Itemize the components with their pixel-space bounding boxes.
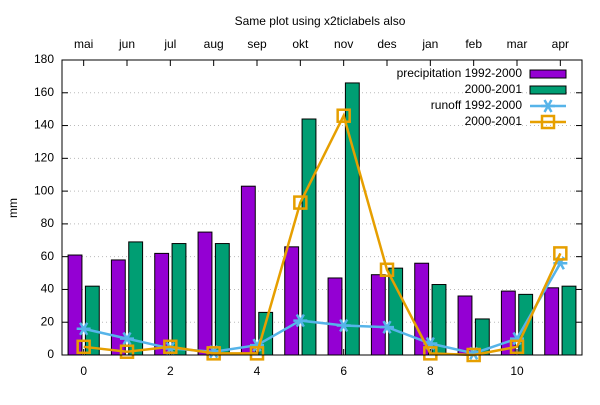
- x-tick-label: 6: [340, 364, 347, 378]
- bar: [197, 231, 213, 356]
- legend-swatch: [529, 85, 567, 95]
- bar: [327, 277, 343, 356]
- marker: [76, 322, 91, 336]
- y-tick-label: 0: [47, 347, 54, 361]
- legend-label: 2000-2001: [465, 114, 523, 128]
- x2-tick-label: des: [377, 37, 396, 51]
- x-tick-label: 10: [510, 364, 524, 378]
- marker: [163, 341, 178, 356]
- y-tick-label: 160: [34, 85, 54, 99]
- marker: [250, 338, 264, 352]
- marker: [379, 262, 395, 278]
- y-axis-label: mm: [6, 198, 20, 218]
- x2-tick-label: apr: [552, 37, 569, 51]
- x2-tick-label: jan: [421, 37, 438, 51]
- x-tick-label: 8: [427, 364, 434, 378]
- marker: [553, 256, 568, 270]
- marker: [336, 108, 351, 123]
- marker: [380, 320, 394, 334]
- x2-tick-label: jul: [163, 37, 176, 51]
- bar: [388, 267, 404, 356]
- bar: [110, 259, 126, 356]
- bar: [284, 246, 300, 356]
- marker: [249, 346, 265, 361]
- x2-tick-label: aug: [204, 37, 224, 51]
- chart-title: Same plot using x2ticlabels also: [235, 14, 406, 28]
- marker: [423, 336, 438, 351]
- x-tick-label: 4: [254, 364, 261, 378]
- y-tick-label: 120: [34, 151, 54, 165]
- legend-label: runoff 1992-2000: [431, 98, 523, 112]
- y-tick-label: 140: [34, 118, 54, 132]
- y-tick-label: 100: [34, 183, 54, 197]
- x2-tick-label: nov: [334, 37, 353, 51]
- marker: [76, 339, 91, 355]
- y-tick-label: 20: [41, 314, 55, 328]
- y-tick-label: 60: [41, 249, 55, 263]
- y-tick-label: 80: [41, 216, 55, 230]
- x2-tick-label: okt: [292, 37, 309, 51]
- marker: [119, 344, 135, 359]
- bar: [171, 243, 187, 356]
- x-tick-label: 2: [167, 364, 174, 378]
- x2-tick-label: jun: [118, 37, 135, 51]
- x-tick-label: 0: [80, 364, 87, 378]
- bar: [561, 285, 577, 356]
- marker: [553, 246, 568, 261]
- marker: [466, 346, 481, 361]
- legend-marker: [540, 114, 556, 130]
- legend-marker: [541, 99, 555, 113]
- marker: [206, 345, 221, 359]
- legend-label: precipitation 1992-2000: [397, 66, 523, 80]
- bar: [344, 82, 360, 356]
- bar: [457, 295, 473, 356]
- y-tick-label: 40: [41, 282, 55, 296]
- y-tick-label: 180: [34, 52, 54, 66]
- x2-tick-label: mai: [74, 37, 93, 51]
- marker: [336, 318, 351, 333]
- x2-tick-label: mar: [507, 37, 528, 51]
- bar: [240, 185, 256, 356]
- x2-tick-label: sep: [247, 37, 267, 51]
- marker: [206, 346, 221, 361]
- marker: [509, 339, 525, 355]
- marker: [293, 195, 308, 210]
- marker: [163, 339, 178, 355]
- legend-label: 2000-2001: [465, 82, 523, 96]
- legend-swatch: [529, 69, 567, 79]
- x2-tick-label: feb: [465, 37, 482, 51]
- marker: [293, 313, 308, 328]
- marker: [120, 331, 134, 346]
- bar: [370, 274, 386, 356]
- bar: [214, 243, 230, 356]
- bar: [500, 290, 516, 356]
- marker: [510, 331, 524, 346]
- marker: [423, 346, 438, 361]
- plot-frame: [61, 59, 583, 356]
- bar: [544, 287, 560, 356]
- bar: [84, 285, 100, 356]
